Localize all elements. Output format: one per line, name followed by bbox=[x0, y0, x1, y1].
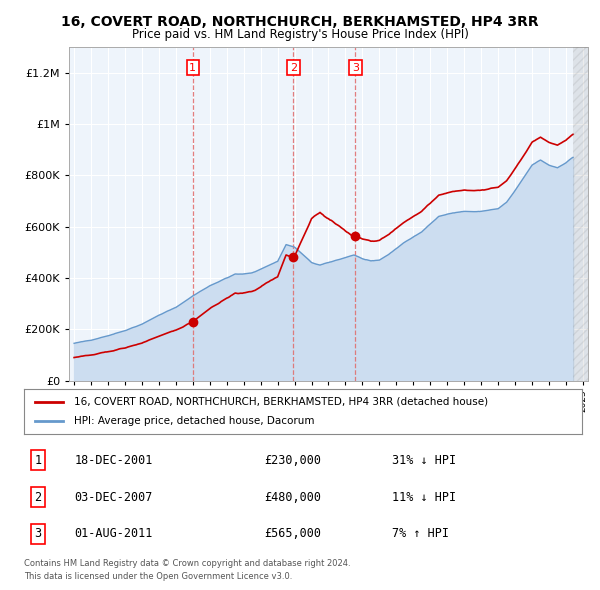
Text: 2: 2 bbox=[290, 63, 297, 73]
Text: 03-DEC-2007: 03-DEC-2007 bbox=[74, 490, 152, 504]
Text: 1: 1 bbox=[34, 454, 41, 467]
Text: This data is licensed under the Open Government Licence v3.0.: This data is licensed under the Open Gov… bbox=[24, 572, 292, 581]
Text: 3: 3 bbox=[34, 527, 41, 540]
Text: £230,000: £230,000 bbox=[264, 454, 321, 467]
Text: Price paid vs. HM Land Registry's House Price Index (HPI): Price paid vs. HM Land Registry's House … bbox=[131, 28, 469, 41]
Text: 2: 2 bbox=[34, 490, 41, 504]
Text: 3: 3 bbox=[352, 63, 359, 73]
Text: 16, COVERT ROAD, NORTHCHURCH, BERKHAMSTED, HP4 3RR (detached house): 16, COVERT ROAD, NORTHCHURCH, BERKHAMSTE… bbox=[74, 397, 488, 407]
Text: Contains HM Land Registry data © Crown copyright and database right 2024.: Contains HM Land Registry data © Crown c… bbox=[24, 559, 350, 568]
Text: 1: 1 bbox=[190, 63, 196, 73]
Text: £480,000: £480,000 bbox=[264, 490, 321, 504]
Text: HPI: Average price, detached house, Dacorum: HPI: Average price, detached house, Daco… bbox=[74, 417, 315, 426]
Text: 18-DEC-2001: 18-DEC-2001 bbox=[74, 454, 152, 467]
Text: £565,000: £565,000 bbox=[264, 527, 321, 540]
Text: 7% ↑ HPI: 7% ↑ HPI bbox=[392, 527, 449, 540]
Text: 16, COVERT ROAD, NORTHCHURCH, BERKHAMSTED, HP4 3RR: 16, COVERT ROAD, NORTHCHURCH, BERKHAMSTE… bbox=[61, 15, 539, 29]
Text: 31% ↓ HPI: 31% ↓ HPI bbox=[392, 454, 457, 467]
Text: 01-AUG-2011: 01-AUG-2011 bbox=[74, 527, 152, 540]
Text: 11% ↓ HPI: 11% ↓ HPI bbox=[392, 490, 457, 504]
